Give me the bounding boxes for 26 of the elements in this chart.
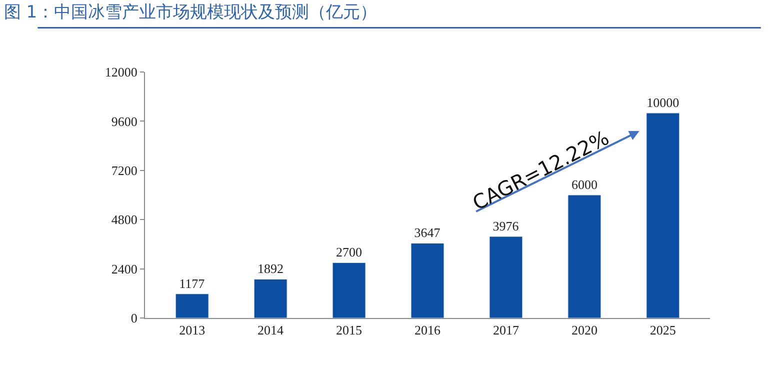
data-label: 1177 [179,276,206,291]
bar [332,262,366,318]
y-tick-label: 7200 [111,162,138,178]
x-tick-label: 2020 [571,322,598,338]
data-label: 2700 [336,244,362,260]
data-label: 1892 [258,261,284,276]
y-tick-label: 9600 [111,114,138,129]
x-tick-label: 2014 [258,322,284,338]
bar [489,236,523,318]
y-tick-label: 4800 [111,212,138,228]
bar [175,294,209,318]
bar [254,278,288,318]
y-tick-label: 0 [130,310,138,326]
y-tick-label: 12000 [104,64,138,80]
x-tick-label: 2017 [492,322,520,338]
x-tick-label: 2025 [650,322,676,338]
bar [646,112,680,318]
chart-title: 图 1：中国冰雪产业市场规模现状及预测（亿元） [4,2,378,22]
x-tick-label: 2015 [336,322,362,338]
x-tick-label: 2016 [414,322,441,338]
bar [410,242,444,318]
data-label: 3976 [492,218,520,234]
x-tick-label: 2013 [179,322,206,338]
data-label: 10000 [646,95,680,110]
y-tick-label: 2400 [111,261,138,276]
data-label: 3647 [414,225,441,240]
